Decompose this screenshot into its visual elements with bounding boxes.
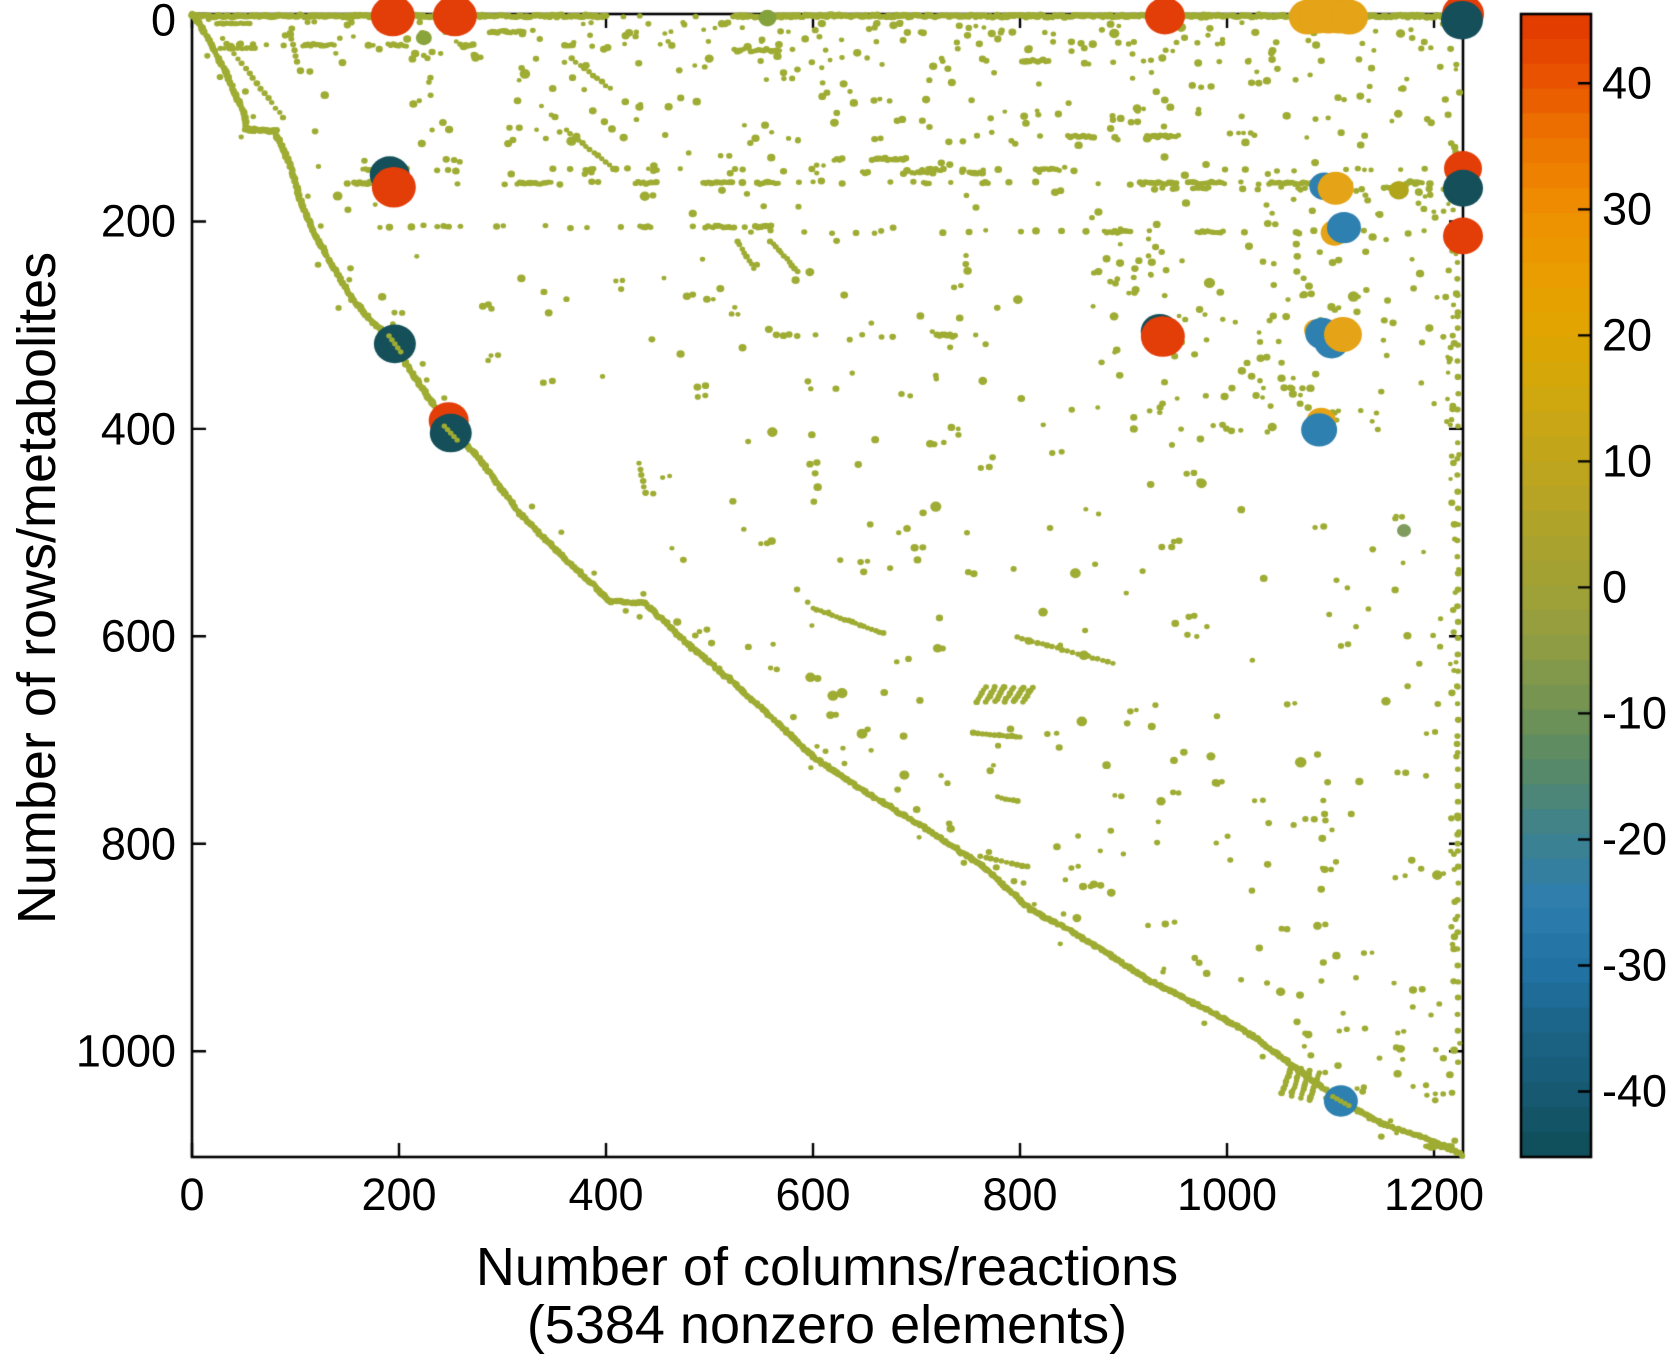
x-axis-title: Number of columns/reactions (5384 nonzer… bbox=[377, 1238, 1277, 1355]
x-tick-label-1000: 1000 bbox=[1176, 1169, 1278, 1220]
y-tick-label-600: 600 bbox=[100, 610, 176, 662]
x-tick-label-600: 600 bbox=[775, 1169, 851, 1220]
colorbar-tick-label-10: 10 bbox=[1602, 435, 1653, 487]
x-tick-label-400: 400 bbox=[568, 1169, 644, 1220]
colorbar-tick-label-40: 40 bbox=[1602, 57, 1653, 109]
colorbar-tick-label-0: 0 bbox=[1602, 561, 1628, 613]
x-tick-label-800: 800 bbox=[982, 1169, 1058, 1220]
y-tick-label-0: 0 bbox=[150, 0, 176, 46]
y-tick-label-200: 200 bbox=[100, 195, 176, 247]
colorbar-tick-label--20: -20 bbox=[1602, 813, 1667, 865]
x-tick-label-200: 200 bbox=[361, 1169, 437, 1220]
x-tick-label-0: 0 bbox=[179, 1169, 205, 1220]
colorbar-tick-label--40: -40 bbox=[1602, 1065, 1667, 1117]
y-tick-label-800: 800 bbox=[100, 818, 176, 870]
x-axis-title-line1: Number of columns/reactions bbox=[475, 1237, 1179, 1297]
colorbar-tick-label-30: 30 bbox=[1602, 183, 1653, 235]
y-axis-title: Number of rows/metabolites bbox=[7, 251, 67, 925]
colorbar-tick-label--10: -10 bbox=[1602, 687, 1667, 739]
y-tick-label-1000: 1000 bbox=[75, 1025, 176, 1077]
colorbar-tick-label--30: -30 bbox=[1602, 939, 1667, 991]
y-tick-label-400: 400 bbox=[100, 403, 176, 455]
colorbar-tick-label-20: 20 bbox=[1602, 309, 1653, 361]
x-axis-title-line2: (5384 nonzero elements) bbox=[526, 1295, 1128, 1356]
x-tick-label-1200: 1200 bbox=[1383, 1169, 1485, 1220]
